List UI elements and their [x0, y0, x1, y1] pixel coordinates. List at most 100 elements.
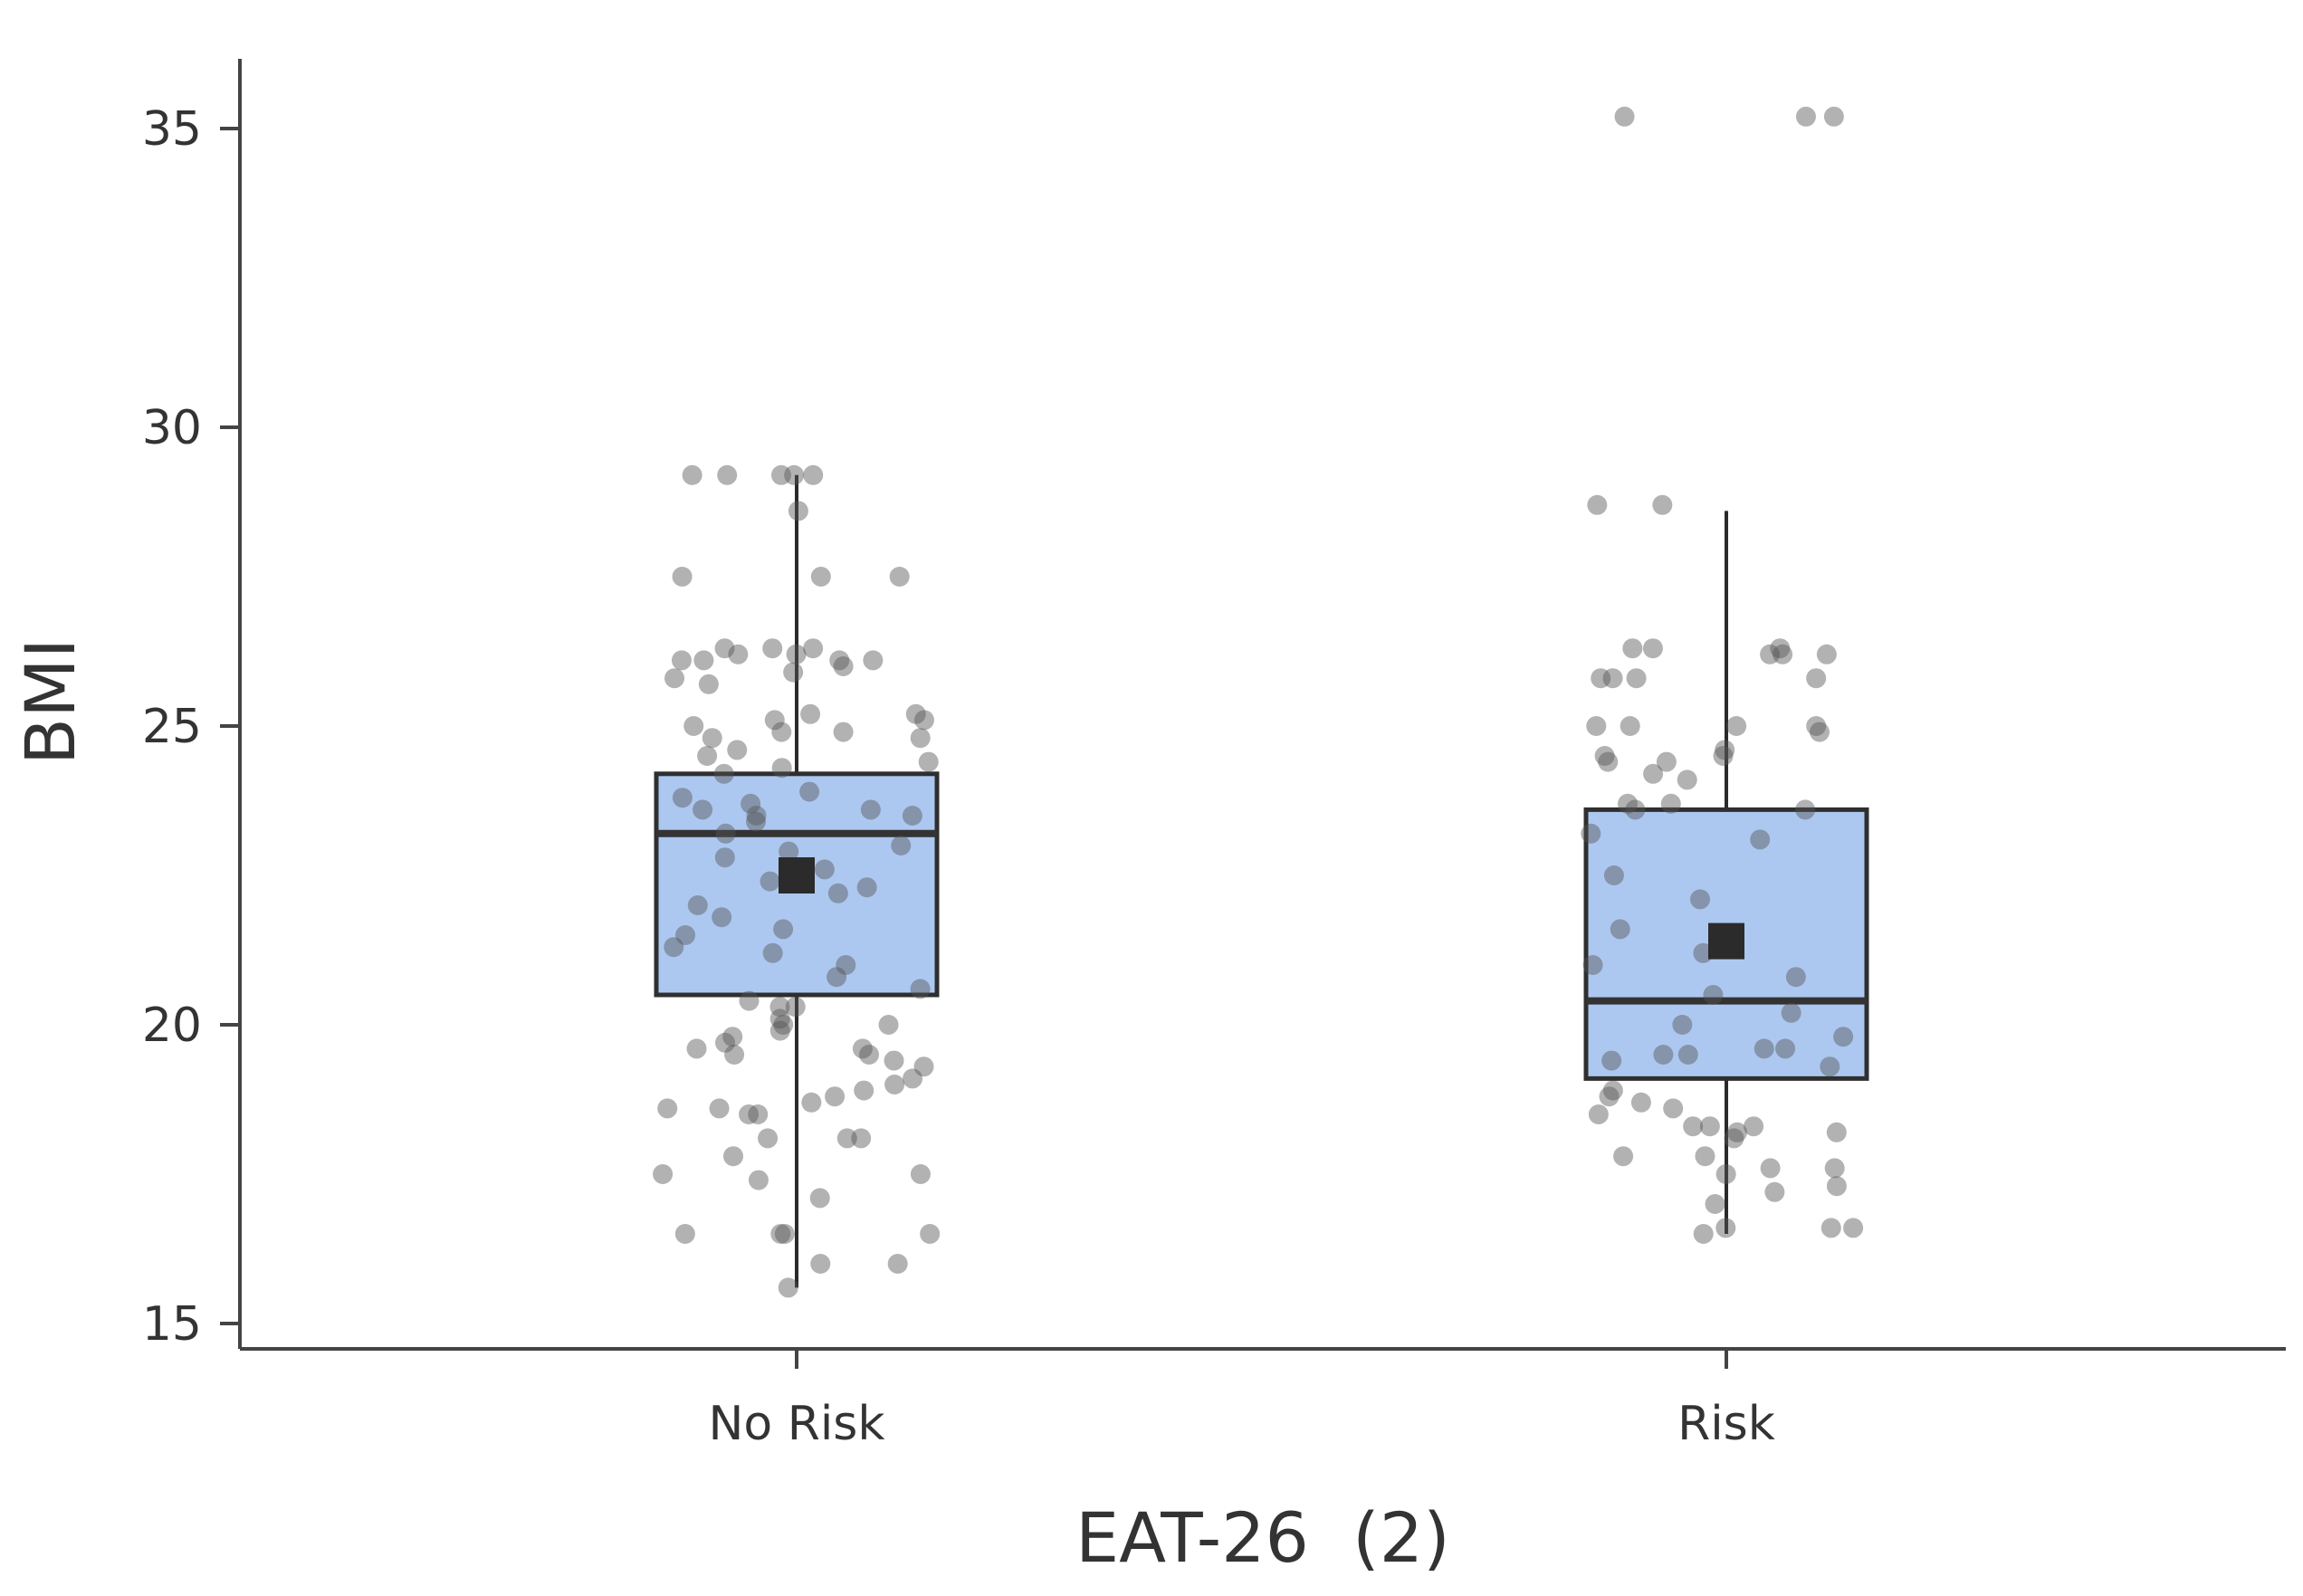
data-point	[1603, 865, 1624, 885]
data-point	[833, 656, 854, 676]
data-point	[1806, 668, 1827, 689]
data-point	[764, 710, 785, 731]
data-point	[769, 1008, 790, 1029]
data-point	[1683, 1116, 1704, 1137]
data-point	[910, 979, 931, 999]
mean-marker	[779, 857, 815, 894]
data-point	[803, 638, 824, 659]
data-point	[687, 895, 708, 915]
data-point	[1705, 1194, 1725, 1214]
data-point	[1652, 494, 1673, 515]
data-point	[1833, 1027, 1854, 1047]
x-axis-title: EAT-26 (2)	[1075, 1497, 1450, 1578]
data-point	[918, 751, 939, 772]
data-point	[722, 1027, 743, 1047]
data-point	[746, 806, 767, 826]
data-point	[814, 859, 835, 880]
data-point	[723, 1146, 744, 1167]
data-point	[693, 799, 713, 820]
data-point	[1581, 823, 1601, 844]
data-point	[1764, 1181, 1785, 1202]
data-point	[773, 1015, 794, 1035]
data-point	[1610, 919, 1630, 940]
data-point	[771, 722, 792, 742]
data-point	[714, 638, 735, 659]
data-point	[1594, 746, 1615, 766]
y-tick-label: 25	[142, 700, 202, 754]
data-point	[762, 638, 783, 659]
data-point	[1695, 1146, 1715, 1167]
data-point	[827, 883, 848, 903]
data-point	[683, 716, 704, 736]
data-point	[1660, 793, 1681, 814]
data-point	[698, 674, 719, 694]
data-point	[1613, 1146, 1634, 1167]
data-point	[1642, 638, 1663, 659]
data-point	[827, 967, 847, 988]
data-point	[746, 811, 767, 832]
data-point	[786, 644, 807, 664]
y-tick-label: 30	[142, 401, 202, 455]
y-axis-ticks: 15 20 25 30 35	[142, 102, 240, 1352]
data-point	[884, 1050, 904, 1071]
data-point	[1715, 1218, 1736, 1238]
data-point	[1760, 1158, 1781, 1179]
data-point	[913, 710, 934, 731]
x-axis-ticks: No Risk Risk	[708, 1349, 1775, 1451]
data-point	[1824, 1158, 1845, 1179]
data-point	[697, 746, 718, 766]
data-point	[1614, 106, 1635, 127]
data-point	[653, 1164, 674, 1184]
x-tick-label: No Risk	[708, 1397, 884, 1451]
data-point	[810, 1254, 831, 1274]
data-point	[1693, 1224, 1714, 1244]
data-point	[715, 1032, 736, 1053]
data-point	[773, 919, 794, 940]
data-point	[878, 1015, 899, 1035]
data-point	[1843, 1218, 1864, 1238]
data-point	[714, 847, 735, 868]
data-point	[1760, 644, 1781, 664]
data-point	[887, 1254, 908, 1274]
data-point	[920, 1224, 941, 1244]
data-point	[657, 1098, 678, 1119]
data-point	[724, 1045, 745, 1065]
data-point	[884, 1075, 905, 1094]
data-point	[1726, 1122, 1747, 1142]
data-point	[748, 1170, 769, 1190]
data-point	[1785, 967, 1806, 988]
data-point	[1773, 644, 1793, 664]
data-point	[1750, 829, 1771, 850]
data-point	[1591, 668, 1611, 689]
data-point	[739, 990, 760, 1011]
data-point	[852, 1038, 873, 1059]
data-point	[1663, 1098, 1684, 1119]
data-point	[1617, 793, 1638, 814]
data-point	[783, 662, 804, 683]
data-point	[836, 1128, 857, 1149]
data-point	[788, 501, 808, 521]
y-tick-label: 20	[142, 999, 202, 1053]
data-point	[1826, 1176, 1847, 1197]
data-point	[778, 1277, 798, 1298]
data-point	[686, 1038, 707, 1059]
y-axis-title: BMI	[10, 638, 91, 765]
data-point	[809, 1188, 830, 1209]
data-point	[672, 788, 693, 808]
data-point	[810, 567, 831, 587]
data-point	[1587, 494, 1608, 515]
data-point	[672, 567, 693, 587]
data-point	[1820, 1218, 1841, 1238]
data-point	[825, 1086, 846, 1107]
data-point	[1693, 942, 1714, 963]
data-point	[771, 758, 792, 779]
data-point	[1622, 638, 1643, 659]
data-point	[1690, 889, 1711, 910]
data-point	[1809, 722, 1830, 742]
data-point	[715, 823, 736, 844]
data-point	[709, 1098, 730, 1119]
data-point	[1586, 716, 1607, 736]
data-point	[713, 763, 734, 784]
data-point	[836, 955, 856, 975]
